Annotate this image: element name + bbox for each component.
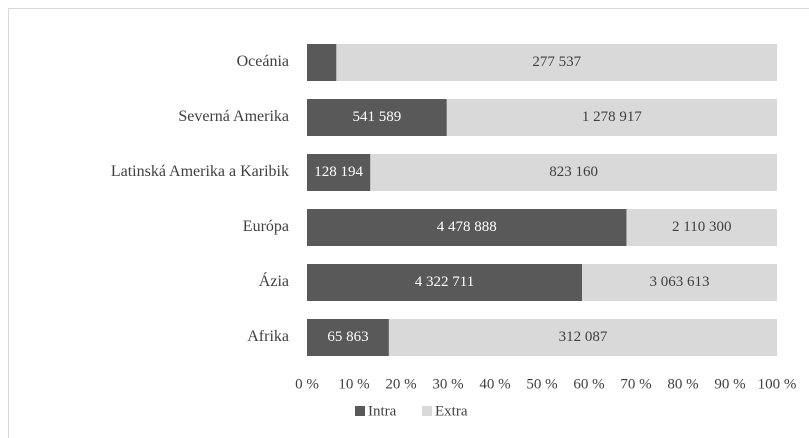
legend-label: Extra: [435, 403, 468, 419]
data-label: 1 278 917: [582, 109, 643, 125]
x-tick-label: 60 %: [573, 376, 604, 392]
bar-segment: [388, 319, 777, 356]
y-tick-label: Európa: [243, 218, 289, 235]
bar-segment: [626, 209, 777, 246]
bar-segment: [336, 44, 777, 81]
data-label: 3 063 613: [650, 274, 710, 290]
data-label: 65 863: [327, 329, 368, 345]
bar-segment: [582, 264, 777, 301]
legend-label: Intra: [368, 403, 397, 419]
x-tick-label: 10 %: [338, 376, 369, 392]
chart-border: [8, 8, 809, 438]
legend-swatch: [355, 406, 365, 416]
x-tick-label: 50 %: [526, 376, 557, 392]
y-tick-label: Ázia: [259, 271, 289, 290]
x-tick-label: 30 %: [432, 376, 463, 392]
data-label: 541 589: [353, 109, 402, 125]
bar-segment: [370, 154, 777, 191]
x-tick-label: 100 %: [758, 376, 797, 392]
data-label: 312 087: [559, 329, 608, 345]
y-tick-label: Oceánia: [237, 53, 289, 70]
x-tick-label: 0 %: [295, 376, 319, 392]
data-label: 823 160: [549, 164, 598, 180]
data-label: 2 110 300: [672, 219, 731, 235]
x-tick-label: 20 %: [385, 376, 416, 392]
bar-segment: [307, 44, 337, 81]
bar-segment: [307, 264, 583, 301]
x-tick-label: 70 %: [620, 376, 651, 392]
x-tick-label: 90 %: [714, 376, 745, 392]
y-tick-label: Afrika: [247, 328, 289, 345]
bar-segment: [307, 154, 371, 191]
y-tick-label: Latinská Amerika a Karibik: [111, 163, 289, 180]
data-label: 4 478 888: [437, 219, 497, 235]
data-label: 277 537: [532, 54, 581, 70]
legend-swatch: [422, 406, 432, 416]
y-tick-label: Severná Amerika: [178, 108, 289, 125]
bar-segment: [307, 99, 447, 136]
bar-segment: [307, 209, 627, 246]
data-label: 4 322 711: [415, 274, 474, 290]
x-tick-label: 40 %: [479, 376, 510, 392]
bar-segment: [446, 99, 777, 136]
bar-segment: [307, 319, 389, 356]
data-label: 128 194: [314, 164, 363, 180]
x-tick-label: 80 %: [667, 376, 698, 392]
